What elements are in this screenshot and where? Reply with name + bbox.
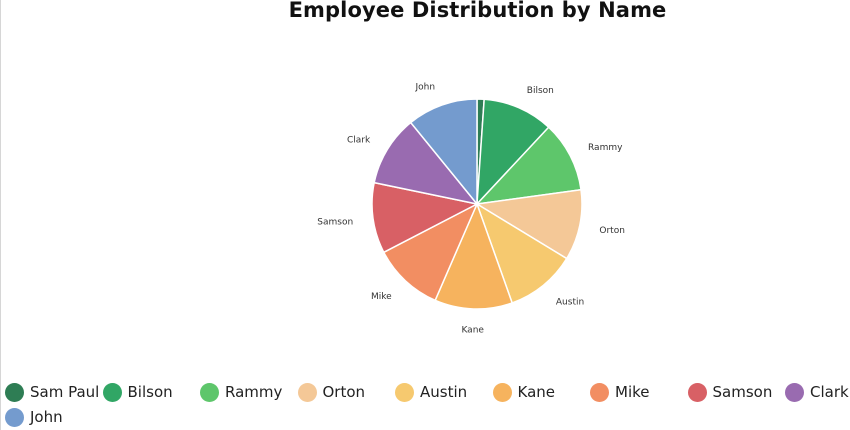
legend-swatch [5,382,24,402]
legend-swatch [492,382,512,402]
pie-slice-rammy[interactable] [475,126,582,206]
legend-label: Rammy [225,383,283,401]
pie-slice-kane[interactable] [434,201,514,310]
slice-label-clark: Clark [347,136,371,146]
legend-swatch [590,382,609,402]
legend-item-rammy[interactable]: Rammy [200,380,282,404]
slice-label-mike: Mike [371,292,392,302]
legend-label: Austin [420,383,468,401]
legend-item-austin[interactable]: Austin [395,380,467,404]
legend-swatch [5,407,24,427]
slice-label-kane: Kane [461,325,484,335]
legend-swatch [785,382,804,402]
pie-slice-orton[interactable] [474,188,583,260]
legend-swatch [102,382,122,402]
legend-label: Sam Paul [30,383,100,401]
legend-label: Orton [322,383,366,401]
pie-slice-john[interactable] [409,98,478,207]
legend-label: Kane [517,383,556,401]
left-border-line [0,0,1,430]
pie-slice-austin[interactable] [475,202,568,304]
chart-title: Employee Distribution by Name [288,0,667,22]
legend-swatch [395,382,414,402]
slice-label-rammy: Rammy [588,143,623,153]
pie-slice-samson[interactable] [371,181,480,254]
legend-label: Mike [615,383,650,401]
legend-label: Bilson [127,383,173,401]
slice-label-john: John [415,83,436,93]
legend-label: Samson [712,383,773,401]
legend-item-orton[interactable]: Orton [297,380,366,404]
pie-slice-mike[interactable] [382,202,479,302]
pie-slice-bilson[interactable] [476,98,550,207]
slice-label-bilson: Bilson [527,86,554,96]
legend-item-samson[interactable]: Samson [687,380,773,404]
slice-label-austin: Austin [556,298,584,308]
legend-swatch [200,382,219,402]
legend-swatch [297,382,317,402]
legend-item-mike[interactable]: Mike [590,380,650,404]
legend-item-kane[interactable]: Kane [492,380,556,404]
pie-slice-clark[interactable] [373,121,479,206]
legend-item-clark[interactable]: Clark [785,380,849,404]
legend-item-bilson[interactable]: Bilson [102,380,173,404]
legend-item-john[interactable]: John [5,405,63,429]
legend-item-sam-paul[interactable]: Sam Paul [5,380,99,404]
legend-label: John [30,408,63,426]
slice-label-orton: Orton [599,226,625,236]
legend-swatch [687,382,707,402]
pie-chart: Bilson Rammy Orton Austin Kane Mike Samson Clar… [317,83,625,336]
slice-label-samson: Samson [317,218,353,228]
legend-label: Clark [810,383,849,401]
